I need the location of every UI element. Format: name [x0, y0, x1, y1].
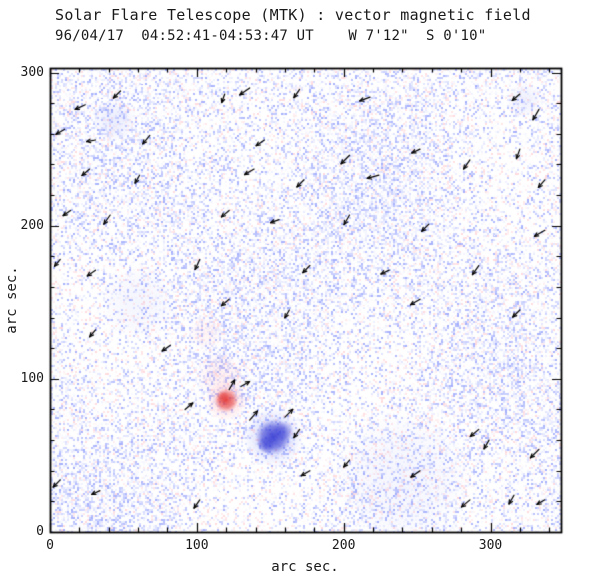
x-tick-label: 0 [46, 538, 54, 553]
x-axis-label: arc sec. [271, 559, 339, 575]
x-tick-label: 100 [185, 538, 209, 553]
y-tick-label: 0 [36, 524, 44, 539]
x-tick-label: 200 [331, 538, 356, 553]
plot-title: Solar Flare Telescope (MTK) : vector mag… [55, 6, 531, 24]
x-tick-label: 300 [478, 538, 503, 553]
y-tick-label: 200 [20, 217, 44, 233]
y-tick-label: 100 [20, 370, 44, 386]
plot-subtitle: 96/04/17 04:52:41-04:53:47 UT W 7'12" S … [55, 28, 487, 44]
y-axis-label: arc sec. [4, 266, 20, 334]
y-tick-label: 300 [20, 64, 44, 80]
